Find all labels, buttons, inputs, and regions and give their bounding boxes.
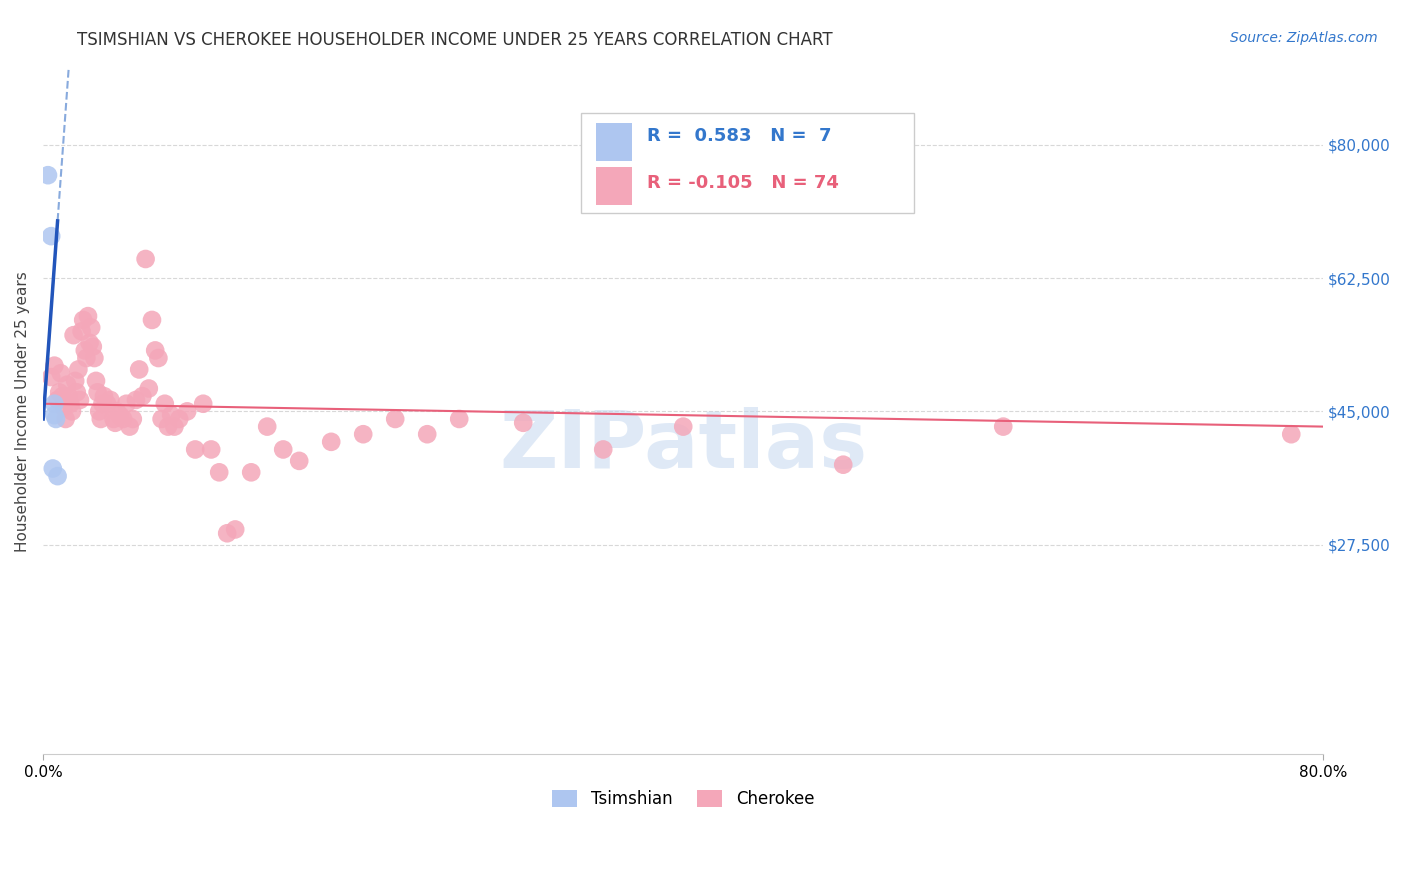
Point [103, 412, 125, 426]
Point [79, 335, 101, 350]
Point [46, 392, 69, 407]
Point [89, 404, 111, 418]
Point [59, 397, 82, 411]
Point [46, 469, 69, 483]
Point [55, 412, 77, 426]
Point [138, 382, 160, 396]
Point [100, 392, 122, 407]
Point [121, 412, 143, 426]
Point [91, 397, 114, 411]
Point [193, 397, 215, 411]
Point [1279, 427, 1302, 442]
Point [70, 324, 93, 338]
Point [118, 419, 141, 434]
Point [384, 412, 406, 426]
Point [67, 362, 90, 376]
Point [167, 412, 190, 426]
Point [39, 370, 62, 384]
Point [416, 427, 439, 442]
Point [176, 404, 198, 418]
Point [58, 389, 80, 403]
Text: Source: ZipAtlas.com: Source: ZipAtlas.com [1230, 31, 1378, 45]
Point [93, 389, 115, 403]
Point [115, 397, 138, 411]
Point [104, 416, 127, 430]
Text: R = -0.105   N = 74: R = -0.105 N = 74 [647, 174, 839, 192]
Point [90, 412, 112, 426]
Point [128, 362, 150, 376]
Point [832, 458, 855, 472]
Point [200, 442, 222, 457]
Point [80, 320, 103, 334]
Point [51, 389, 73, 403]
Text: ZIPatlas: ZIPatlas [499, 407, 868, 484]
Point [108, 408, 131, 422]
Point [62, 328, 84, 343]
Point [352, 427, 374, 442]
Point [42, 461, 65, 475]
Bar [596, 167, 633, 204]
Point [256, 419, 278, 434]
Point [993, 419, 1015, 434]
Point [45, 412, 67, 426]
Point [63, 374, 86, 388]
Point [96, 397, 118, 411]
Point [153, 397, 176, 411]
Point [156, 419, 179, 434]
Point [512, 416, 534, 430]
Point [39, 229, 62, 244]
Point [69, 392, 91, 407]
Point [592, 442, 614, 457]
Bar [596, 123, 633, 161]
Point [60, 404, 83, 418]
Point [48, 385, 70, 400]
Point [163, 419, 186, 434]
Point [112, 412, 135, 426]
Point [44, 359, 66, 373]
Y-axis label: Householder Income Under 25 years: Householder Income Under 25 years [15, 271, 30, 552]
Point [217, 526, 239, 541]
Point [449, 412, 471, 426]
Point [73, 343, 96, 358]
Point [224, 523, 246, 537]
Point [672, 419, 695, 434]
Point [288, 454, 311, 468]
Point [143, 343, 166, 358]
Point [44, 397, 66, 411]
Point [75, 351, 97, 365]
Point [49, 366, 72, 380]
Point [131, 389, 153, 403]
Point [184, 442, 207, 457]
Point [135, 252, 157, 266]
Point [141, 313, 163, 327]
Point [150, 412, 173, 426]
Point [72, 313, 94, 327]
Point [53, 401, 76, 415]
Point [44, 408, 66, 422]
Point [86, 385, 108, 400]
Point [271, 442, 294, 457]
FancyBboxPatch shape [581, 113, 914, 212]
Point [321, 434, 343, 449]
Point [84, 374, 107, 388]
Point [83, 351, 105, 365]
Text: R =  0.583   N =  7: R = 0.583 N = 7 [647, 127, 832, 145]
Point [37, 168, 59, 182]
Point [160, 408, 183, 422]
Text: TSIMSHIAN VS CHEROKEE HOUSEHOLDER INCOME UNDER 25 YEARS CORRELATION CHART: TSIMSHIAN VS CHEROKEE HOUSEHOLDER INCOME… [77, 31, 832, 49]
Point [105, 404, 128, 418]
Point [77, 309, 100, 323]
Legend: Tsimshian, Cherokee: Tsimshian, Cherokee [546, 783, 821, 814]
Point [56, 377, 79, 392]
Point [240, 466, 263, 480]
Point [208, 466, 231, 480]
Point [148, 351, 170, 365]
Point [66, 385, 89, 400]
Point [82, 340, 104, 354]
Point [125, 392, 148, 407]
